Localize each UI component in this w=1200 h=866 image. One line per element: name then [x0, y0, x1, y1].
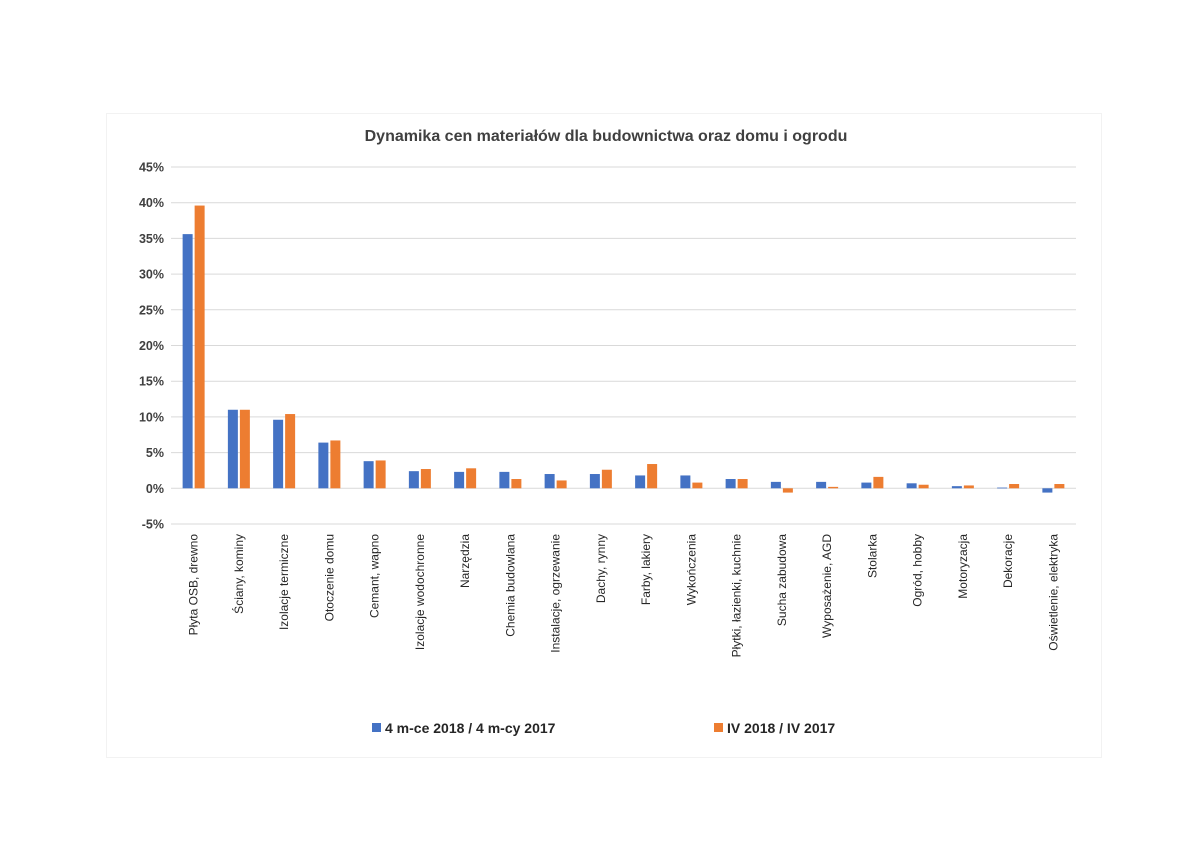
x-axis-ticks: Płyta OSB, drewno Ściany, kominy Izolacje … [187, 534, 1061, 658]
bar-series-1 [408, 471, 419, 489]
bar-series-2 [647, 464, 658, 489]
x-tick-label: Izolacje wodochronne [413, 534, 427, 650]
x-tick-label: Płyta OSB, drewno [187, 534, 201, 636]
bar-series-1 [861, 482, 872, 489]
y-tick-label: 10% [139, 410, 164, 424]
bar-series-2 [1009, 484, 1020, 489]
legend: 4 m-ce 2018 / 4 m-cy 2017 IV 2018 / IV 2… [372, 720, 835, 736]
y-tick-label: 35% [139, 232, 164, 246]
x-tick-label: Wykończenia [684, 534, 698, 606]
x-tick-label: Motoryzacja [956, 534, 970, 599]
x-tick-label: Sucha zabudowa [775, 534, 789, 626]
y-tick-label: 40% [139, 196, 164, 210]
x-tick-label: Chemia budowlana [503, 534, 517, 637]
bar-series-1 [544, 474, 555, 489]
bar-series-1 [906, 483, 917, 489]
bar-series-1 [182, 234, 193, 489]
chart-area: Dynamika cen materiałów dla budownictwa … [106, 113, 1102, 758]
bar-series-1 [454, 471, 465, 489]
bar-series-1 [318, 442, 329, 489]
bar-series-2 [737, 479, 748, 489]
bar-series-2 [285, 414, 296, 489]
x-tick-label: Cemant, wapno [368, 534, 382, 618]
bar-series-1 [725, 479, 736, 489]
x-tick-label: Dekoracje [1001, 534, 1015, 588]
legend-label-series-1: 4 m-ce 2018 / 4 m-cy 2017 [385, 720, 556, 736]
legend-swatch-series-1 [372, 723, 381, 732]
y-tick-label: 20% [139, 339, 164, 353]
bar-series-1 [499, 471, 510, 489]
bar-series-1 [816, 481, 827, 489]
x-tick-label: Oświetlenie, elektryka [1046, 534, 1060, 651]
x-tick-label: Wyposażenie, AGD [820, 534, 834, 638]
bar-series-1 [997, 487, 1008, 489]
x-tick-label: Ściany, kominy [231, 534, 246, 614]
bar-series-2 [692, 482, 703, 489]
x-tick-label: Izolacje termiczne [277, 534, 291, 630]
bar-series-2 [330, 440, 341, 489]
bar-series-1 [589, 474, 600, 489]
bars [182, 205, 1065, 493]
y-tick-label: 15% [139, 375, 164, 389]
x-tick-label: Otoczenie domu [322, 534, 336, 621]
bar-series-1 [680, 475, 691, 489]
bar-series-2 [918, 484, 929, 489]
bar-series-1 [227, 409, 238, 489]
legend-label-series-2: IV 2018 / IV 2017 [727, 720, 835, 736]
bar-series-1 [770, 481, 781, 489]
chart-svg: Dynamika cen materiałów dla budownictwa … [139, 128, 1076, 736]
y-tick-label: 30% [139, 268, 164, 282]
bar-series-1 [273, 419, 284, 489]
bar-series-2 [556, 480, 567, 489]
bar-series-1 [635, 475, 646, 489]
y-tick-label: -5% [142, 518, 164, 532]
bar-series-2 [420, 469, 431, 489]
bar-series-2 [963, 485, 974, 489]
x-tick-label: Farby, lakiery [639, 534, 653, 605]
x-tick-label: Ogród, hobby [911, 534, 925, 607]
bar-series-2 [873, 476, 884, 489]
bar-series-1 [951, 486, 962, 489]
y-tick-label: 45% [139, 161, 164, 175]
bar-series-2 [782, 488, 793, 493]
gridlines [171, 166, 1076, 525]
bar-series-2 [239, 409, 250, 489]
bar-series-2 [1054, 484, 1065, 489]
x-tick-label: Dachy, rynny [594, 534, 608, 603]
y-axis-ticks: -5% 0% 5% 10% 15% 20% 25% 30% 35% 40% 45% [139, 161, 164, 532]
bar-series-2 [511, 479, 522, 489]
bar-series-2 [601, 469, 612, 489]
x-tick-label: Płytki, łazienki, kuchnie [730, 534, 744, 658]
legend-swatch-series-2 [714, 723, 723, 732]
x-tick-label: Instalacje, ogrzewanie [549, 534, 563, 653]
chart-title: Dynamika cen materiałów dla budownictwa … [365, 128, 848, 145]
x-tick-label: Stolarka [865, 534, 879, 578]
y-tick-label: 25% [139, 303, 164, 317]
bar-series-2 [194, 205, 205, 489]
bar-series-1 [1042, 488, 1053, 493]
bar-series-2 [828, 486, 839, 489]
bar-series-1 [363, 461, 374, 489]
x-tick-label: Narzędzia [458, 534, 472, 588]
y-tick-label: 5% [146, 446, 164, 460]
y-tick-label: 0% [146, 482, 164, 496]
bar-series-2 [466, 468, 477, 489]
bar-series-2 [375, 460, 386, 489]
